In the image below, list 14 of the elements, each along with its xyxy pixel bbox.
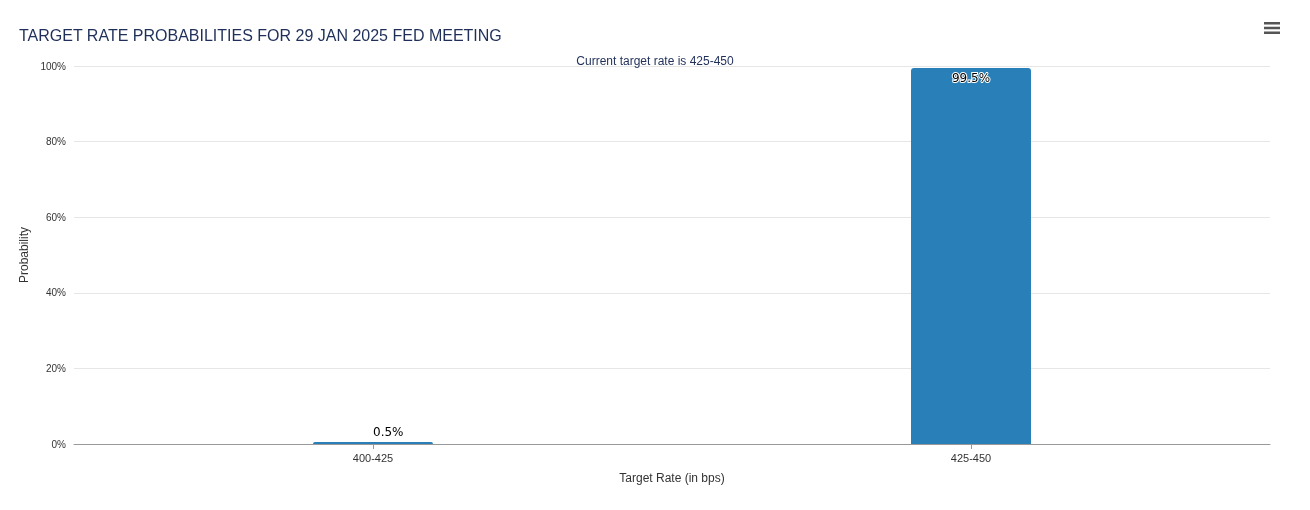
x-tick-label: 400-425 <box>352 451 394 464</box>
y-tick-label: 0% <box>51 438 67 450</box>
x-axis-title: Target Rate (in bps) <box>619 471 725 485</box>
y-tick-label: 80% <box>45 136 67 148</box>
chart-title: TARGET RATE PROBABILITIES FOR 29 JAN 2025 FED MEETING <box>19 26 502 44</box>
data-label: 0.5% <box>373 425 404 440</box>
chart-subtitle: Current target rate is 425-450 <box>576 54 735 68</box>
data-label: 99.5% <box>951 70 991 85</box>
y-axis-title: Probability <box>16 226 31 284</box>
x-tick-label: 425-450 <box>950 451 992 464</box>
y-tick-label: 20% <box>45 362 67 374</box>
y-tick-label: 60% <box>45 211 67 223</box>
y-tick-label: 100% <box>40 60 67 72</box>
y-tick-label: 40% <box>45 287 67 299</box>
